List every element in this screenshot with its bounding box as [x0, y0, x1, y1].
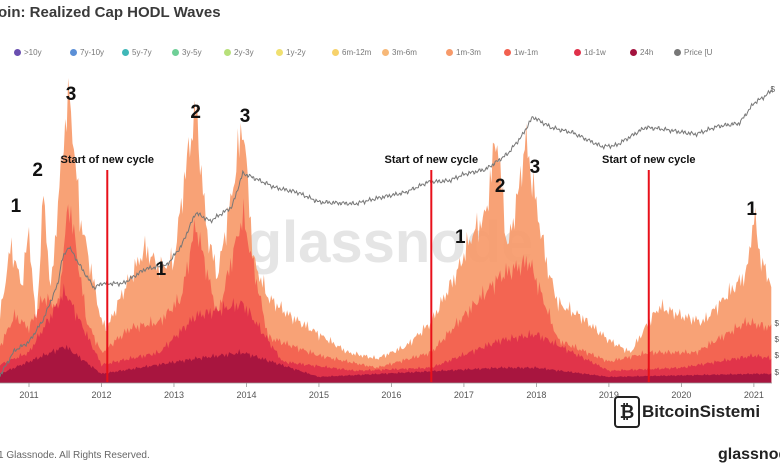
x-tick-label: 2011: [19, 390, 38, 400]
x-tick-label: 2021: [744, 390, 764, 400]
legend-dot-icon: [122, 49, 129, 56]
cycle-label: Start of new cycle: [385, 154, 479, 166]
legend-label: 5y-7y: [132, 48, 152, 57]
legend-label: 3m-6m: [392, 48, 417, 57]
chart-title: oin: Realized Cap HODL Waves: [0, 4, 221, 21]
legend-label: 1d-1w: [584, 48, 606, 57]
legend-label: 1y-2y: [286, 48, 306, 57]
legend-dot-icon: [446, 49, 453, 56]
legend-label: 24h: [640, 48, 654, 57]
legend-dot-icon: [224, 49, 231, 56]
legend-dot-icon: [504, 49, 511, 56]
legend-label: 3y-5y: [182, 48, 202, 57]
x-tick-label: 2013: [164, 390, 184, 400]
legend-item[interactable]: 1m-3m: [446, 48, 481, 57]
x-tick-label: 2015: [309, 390, 329, 400]
legend-dot-icon: [382, 49, 389, 56]
legend-item[interactable]: 5y-7y: [122, 48, 152, 57]
wave-number-label: 1: [156, 259, 167, 280]
legend-item[interactable]: 1d-1w: [574, 48, 606, 57]
legend-label: 7y-10y: [80, 48, 105, 57]
area-series: [0, 344, 772, 383]
legend-item[interactable]: 1y-2y: [276, 48, 306, 57]
x-tick-label: 2018: [526, 390, 546, 400]
legend-item[interactable]: 7y-10y: [70, 48, 104, 57]
price-line-group: [0, 89, 773, 377]
legend-label: 1m-3m: [456, 48, 481, 57]
legend-item[interactable]: 3y-5y: [172, 48, 202, 57]
wave-number-label: 2: [190, 102, 201, 123]
brand-text: BitcoinSistemi: [642, 402, 761, 421]
legend-dot-icon: [332, 49, 339, 56]
x-tick-label: 2019: [599, 390, 619, 400]
price-axis-label: $: [775, 335, 780, 344]
legend-item[interactable]: >10y: [14, 48, 42, 57]
legend-item[interactable]: 3m-6m: [382, 48, 417, 57]
legend-item[interactable]: 2y-3y: [224, 48, 254, 57]
legend-label: 1w-1m: [514, 48, 539, 57]
wave-number-label: 1: [455, 227, 466, 248]
legend-dot-icon: [14, 49, 21, 56]
glassnode-brand: glassnode: [718, 446, 780, 463]
wave-number-label: 1: [746, 199, 757, 220]
legend-dot-icon: [70, 49, 77, 56]
legend-item[interactable]: 24h: [630, 48, 653, 57]
legend-dot-icon: [630, 49, 637, 56]
price-axis-label: $: [775, 368, 780, 377]
x-tick-label: 2016: [381, 390, 401, 400]
price-axis-label: $: [771, 85, 776, 94]
bitcoin-logo-icon: ₿: [614, 396, 640, 428]
wave-number-label: 3: [240, 106, 251, 127]
wave-number-label: 2: [495, 176, 506, 197]
legend-label: >10y: [24, 48, 42, 57]
legend-label: 6m-12m: [342, 48, 372, 57]
legend-label: Price [U: [684, 48, 713, 57]
bitcoinsistemi-logo: ₿ BitcoinSistemi: [614, 396, 760, 428]
x-tick-label: 2020: [671, 390, 691, 400]
legend-item[interactable]: Price [U: [674, 48, 712, 57]
x-tick-label: 2014: [236, 390, 256, 400]
wave-number-label: 3: [530, 157, 541, 178]
price-line: [0, 89, 773, 377]
x-axis: 2011 2012 2013 2014 2015 2016 2017 2018 2019 2020…: [0, 382, 772, 400]
legend-label: 2y-3y: [234, 48, 254, 57]
price-axis: $ $ $ $ $: [771, 85, 780, 377]
legend-item[interactable]: 1w-1m: [504, 48, 538, 57]
price-axis-label: $: [775, 319, 780, 328]
cycle-label: Start of new cycle: [61, 154, 155, 166]
price-axis-label: $: [775, 351, 780, 360]
wave-number-label: 3: [66, 84, 77, 105]
legend-dot-icon: [674, 49, 681, 56]
cycle-label: Start of new cycle: [602, 154, 696, 166]
x-tick-label: 2012: [91, 390, 111, 400]
wave-number-label: 2: [32, 160, 43, 181]
cycle-lines: Start of new cycle Start of new cycle Star…: [61, 154, 696, 382]
area-series: [0, 283, 772, 383]
legend-dot-icon: [172, 49, 179, 56]
wave-number-label: 1: [11, 196, 22, 217]
legend-dot-icon: [276, 49, 283, 56]
legend-item[interactable]: 6m-12m: [332, 48, 371, 57]
x-tick-label: 2017: [454, 390, 474, 400]
copyright-footer: 1 Glassnode. All Rights Reserved.: [0, 450, 150, 461]
legend-dot-icon: [574, 49, 581, 56]
areas: [0, 78, 772, 383]
